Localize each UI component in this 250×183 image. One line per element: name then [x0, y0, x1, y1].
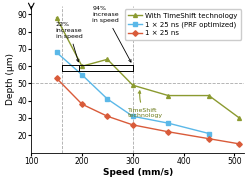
- 1 × 25 ns: [55, 77, 58, 79]
- Y-axis label: Depth (μm): Depth (μm): [6, 53, 15, 105]
- With TimeShift technology: [208, 94, 210, 97]
- 1 × 25 ns (PRF optimized): [106, 98, 109, 100]
- With TimeShift technology: [55, 17, 58, 19]
- 1 × 25 ns (PRF optimized): [167, 122, 170, 124]
- 1 × 25 ns: [167, 131, 170, 133]
- Text: 94%
increase
in speed: 94% increase in speed: [92, 6, 131, 62]
- With TimeShift technology: [238, 117, 241, 119]
- Text: 22%
increase
in speed: 22% increase in speed: [56, 22, 82, 62]
- 1 × 25 ns: [106, 115, 109, 117]
- 1 × 25 ns: [80, 103, 84, 105]
- X-axis label: Speed (mm/s): Speed (mm/s): [103, 168, 173, 178]
- 1 × 25 ns (PRF optimized): [208, 132, 210, 135]
- Line: 1 × 25 ns (PRF optimized): 1 × 25 ns (PRF optimized): [55, 51, 211, 135]
- 1 × 25 ns (PRF optimized): [80, 74, 84, 76]
- With TimeShift technology: [106, 58, 109, 60]
- 1 × 25 ns (PRF optimized): [55, 51, 58, 53]
- With TimeShift technology: [131, 84, 134, 86]
- 1 × 25 ns: [208, 138, 210, 140]
- With TimeShift technology: [80, 65, 84, 67]
- Line: With TimeShift technology: With TimeShift technology: [55, 16, 241, 120]
- 1 × 25 ns: [131, 124, 134, 126]
- 1 × 25 ns (PRF optimized): [131, 115, 134, 117]
- With TimeShift technology: [167, 94, 170, 97]
- Line: 1 × 25 ns: 1 × 25 ns: [55, 76, 241, 146]
- Legend: With TimeShift technology, 1 × 25 ns (PRF optimized), 1 × 25 ns: With TimeShift technology, 1 × 25 ns (PR…: [125, 9, 241, 40]
- Text: TimeShift
technology: TimeShift technology: [128, 91, 163, 118]
- 1 × 25 ns: [238, 143, 241, 145]
